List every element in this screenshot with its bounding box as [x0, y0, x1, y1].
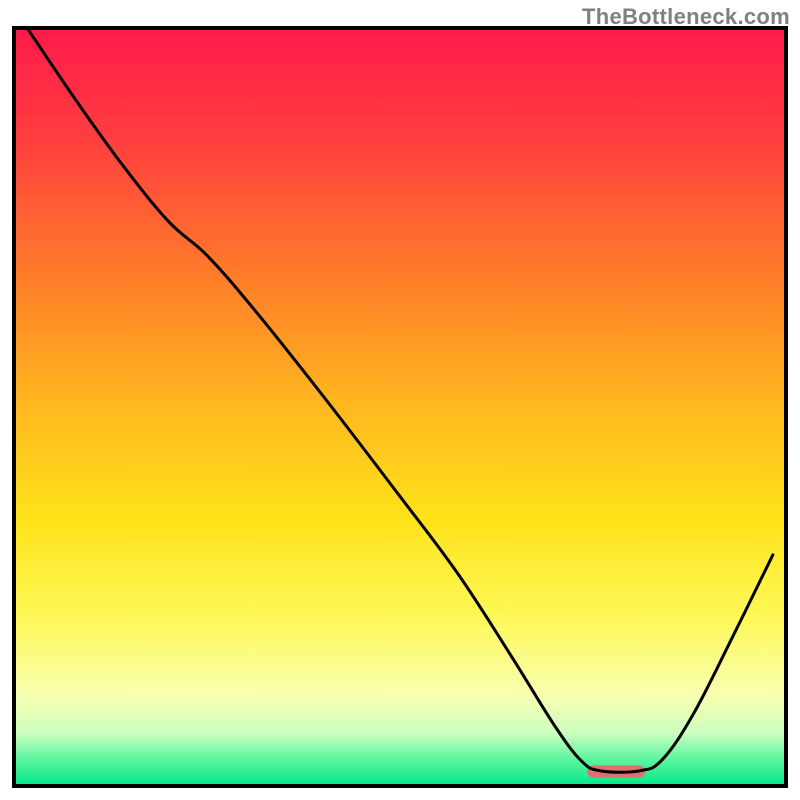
watermark-text: TheBottleneck.com	[582, 4, 790, 30]
bottleneck-chart: TheBottleneck.com	[0, 0, 800, 800]
plot-background	[14, 28, 786, 786]
chart-svg	[0, 0, 800, 800]
